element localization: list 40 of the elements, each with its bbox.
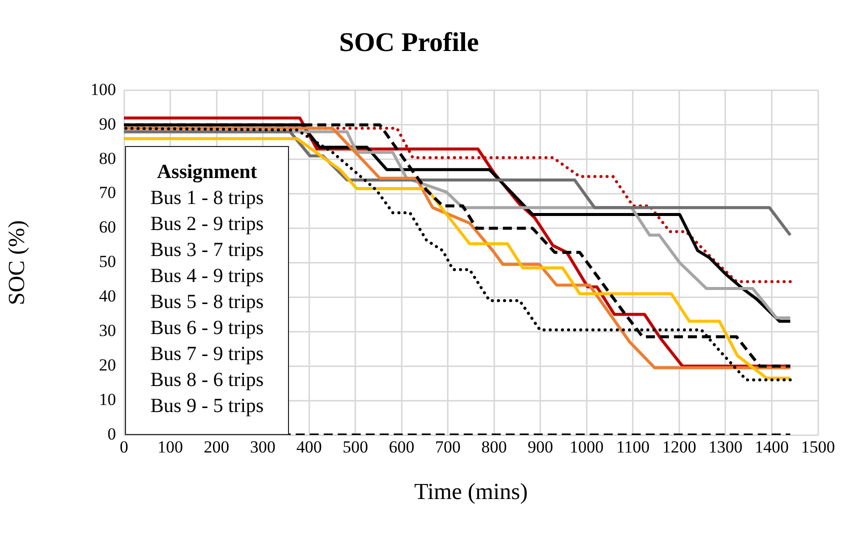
y-axis-title: SOC (%) [4, 220, 29, 306]
x-tick-label: 1400 [754, 438, 789, 457]
annotation: Assignment [156, 160, 258, 185]
x-tick-label: 600 [388, 438, 414, 457]
y-tick-label: 80 [99, 148, 116, 168]
y-tick-label: 10 [99, 390, 116, 410]
y-tick-label: 90 [99, 114, 116, 134]
x-tick-label: 1100 [616, 438, 650, 457]
y-tick-label: 30 [99, 321, 116, 340]
x-tick-label: 200 [204, 438, 230, 457]
chart-title: SOC Profile [339, 27, 479, 58]
x-tick-label: 800 [481, 438, 507, 457]
y-tick-label: 20 [99, 356, 116, 375]
x-tick-label: 1000 [570, 438, 604, 457]
y-tick-label: 70 [99, 183, 116, 202]
x-tick-label: 400 [296, 438, 322, 457]
x-tick-label: 300 [250, 438, 276, 457]
y-tick-label: 100 [90, 80, 116, 99]
y-tick-label: 0 [108, 424, 116, 444]
annotation: Bus 2 - 9 trips [149, 212, 265, 237]
x-tick-label: 0 [120, 438, 128, 457]
x-tick-label: 900 [528, 438, 554, 457]
x-tick-label: 100 [158, 438, 184, 457]
x-tick-label: 1200 [662, 438, 696, 457]
annotation: Bus 9 - 5 trips [149, 394, 265, 419]
y-tick-label: 40 [99, 286, 116, 306]
annotation: Bus 6 - 9 trips [149, 316, 265, 341]
x-axis-title: Time (mins) [414, 479, 528, 504]
x-tick-label: 1500 [801, 438, 835, 457]
annotation: Bus 5 - 8 trips [149, 290, 265, 315]
annotation: Bus 3 - 7 trips [149, 238, 265, 263]
annotation: Bus 7 - 9 trips [149, 342, 265, 367]
x-tick-label: 700 [435, 438, 461, 457]
y-tick-label: 50 [99, 252, 116, 272]
x-tick-label: 1300 [708, 438, 742, 457]
y-tick-label: 60 [99, 218, 116, 237]
annotation: Bus 4 - 9 trips [149, 264, 265, 289]
annotation: Bus 8 - 6 trips [149, 368, 265, 393]
x-tick-label: 500 [342, 438, 368, 457]
annotation: Bus 1 - 8 trips [149, 186, 265, 211]
